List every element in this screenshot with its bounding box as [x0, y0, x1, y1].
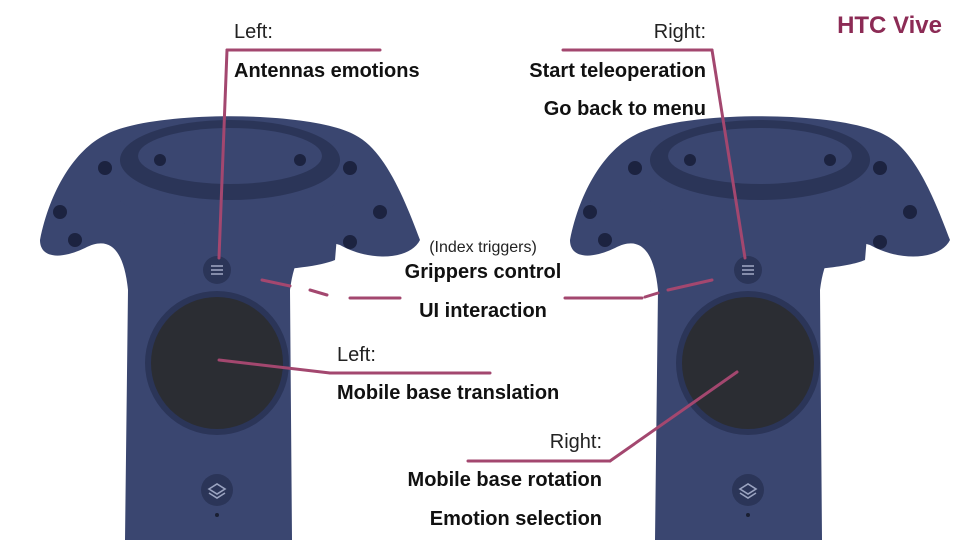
- callout-trigger-right-dash-2: [666, 278, 714, 292]
- left-controller: [40, 116, 420, 540]
- left-trackpad-action-label: Mobile base translation: [337, 382, 560, 404]
- callout-trigger-left-dash-1: [260, 278, 292, 288]
- callout-left-menu-leader: [217, 48, 229, 260]
- menu-icon: [742, 265, 754, 275]
- left-menu-side-label: Left:: [234, 21, 273, 43]
- right-sensor-dot-6: [873, 235, 887, 249]
- right-sensor-dot-8: [684, 154, 696, 166]
- right-sensor-dot-3: [583, 205, 597, 219]
- left-status-led: [215, 513, 219, 517]
- right-controller-neck: [650, 200, 870, 272]
- left-trackpad[interactable]: [151, 297, 283, 429]
- left-sensor-dot-6: [343, 235, 357, 249]
- callout-right-menu-leader: [710, 48, 747, 260]
- callout-lines: [217, 48, 747, 463]
- right-sensor-dot-1: [628, 161, 642, 175]
- left-system-button[interactable]: [201, 474, 233, 506]
- right-controller-ring-inner: [668, 128, 852, 184]
- left-controller-ring-inner: [138, 128, 322, 184]
- triggers-action-1-label: Grippers control: [404, 261, 562, 283]
- right-menu-action-1-label: Start teleoperation: [529, 60, 706, 82]
- right-sensor-dot-5: [598, 233, 612, 247]
- right-menu-action-2-label: Go back to menu: [543, 98, 706, 120]
- right-sensor-dot-7: [824, 154, 836, 166]
- triggers-note-label: (Index triggers): [429, 239, 537, 256]
- callout-right-pad-leader: [608, 370, 739, 463]
- triggers-action-2-label: UI interaction: [419, 300, 547, 322]
- right-menu-side-label: Right:: [653, 21, 706, 43]
- layers-icon: [207, 483, 227, 499]
- right-system-button[interactable]: [732, 474, 764, 506]
- left-sensor-dot-5: [68, 233, 82, 247]
- callout-trigger-left-dash-2: [308, 288, 329, 297]
- left-menu-action-label: Antennas emotions: [234, 60, 420, 82]
- right-trackpad[interactable]: [682, 297, 814, 429]
- callout-left-pad-leader: [217, 358, 332, 375]
- left-sensor-dot-2: [343, 161, 357, 175]
- left-sensor-dot-3: [53, 205, 67, 219]
- right-sensor-dot-4: [903, 205, 917, 219]
- left-trackpad-side-label: Left:: [337, 344, 376, 366]
- left-sensor-dot-8: [154, 154, 166, 166]
- layers-icon: [738, 483, 758, 499]
- right-trackpad-action-1-label: Mobile base rotation: [407, 469, 602, 491]
- left-sensor-dot-4: [373, 205, 387, 219]
- brand-title: HTC Vive: [837, 12, 942, 39]
- callout-trigger-right-dash-1: [643, 291, 660, 299]
- right-trackpad-action-2-label: Emotion selection: [429, 508, 602, 530]
- left-sensor-dot-7: [294, 154, 306, 166]
- menu-icon: [211, 265, 223, 275]
- right-sensor-dot-2: [873, 161, 887, 175]
- right-trackpad-side-label: Right:: [549, 431, 602, 453]
- right-controller: [570, 116, 950, 540]
- left-sensor-dot-1: [98, 161, 112, 175]
- left-controller-neck: [120, 200, 340, 272]
- right-status-led: [746, 513, 750, 517]
